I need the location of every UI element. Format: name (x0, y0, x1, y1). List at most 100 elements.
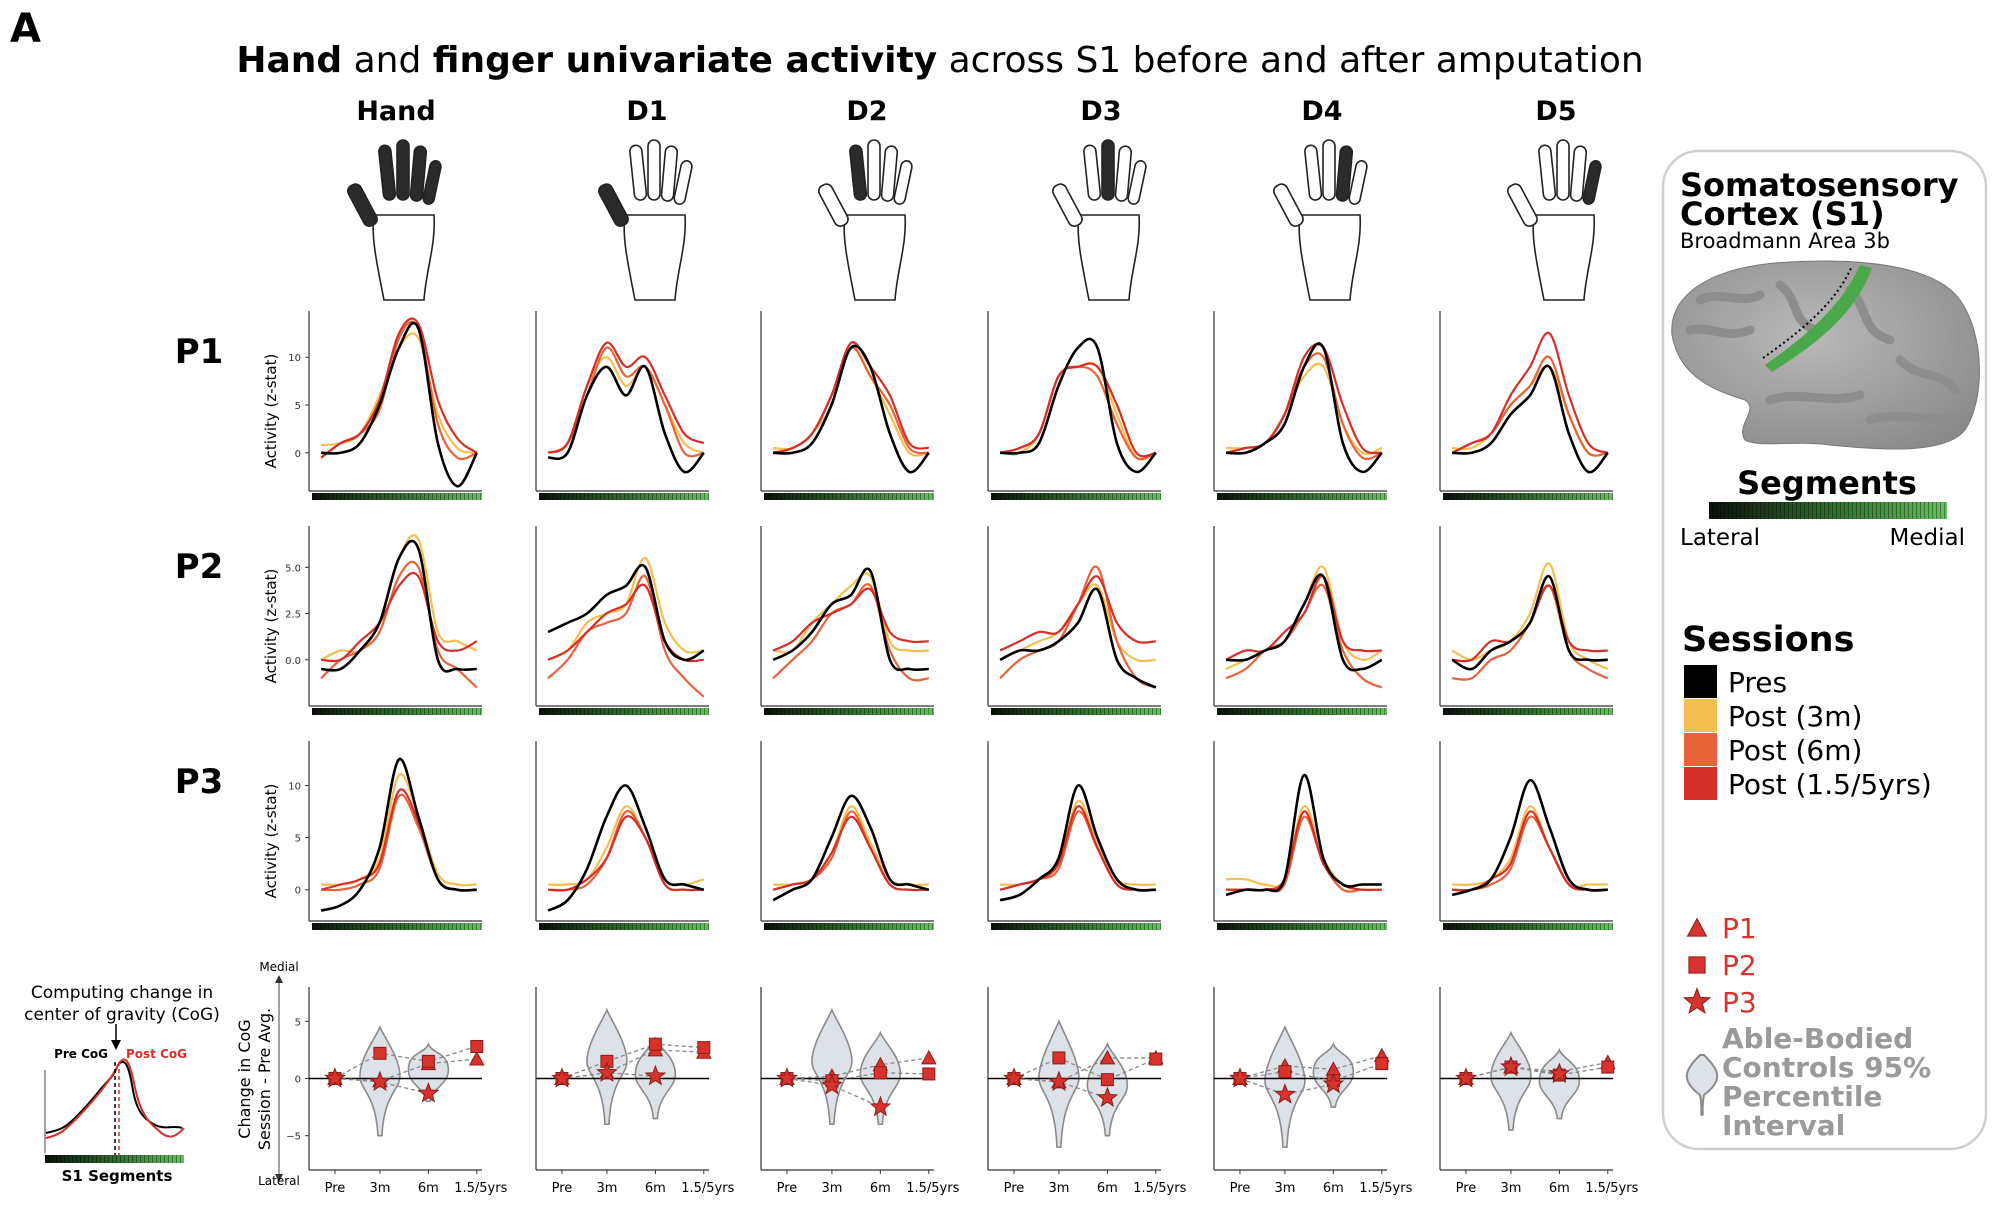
series-line-m3 (772, 572, 929, 654)
hand-icon (1507, 139, 1602, 301)
series-line-m3 (1000, 799, 1156, 886)
series-line-m6 (547, 574, 705, 698)
square-marker (1375, 1057, 1389, 1071)
column-header-d5: D5 (1535, 96, 1576, 127)
triangle-marker (1099, 1049, 1116, 1065)
segment-stripes (539, 923, 709, 930)
hand-icon (1273, 139, 1368, 301)
series-line-pre (1452, 364, 1609, 474)
star-marker (1048, 1070, 1070, 1092)
x-tick-label: 3m (821, 1181, 842, 1196)
x-tick-label: 6m (1323, 1181, 1344, 1196)
control-violin (811, 1007, 853, 1126)
series-line-pre (321, 539, 477, 673)
series-line-pre (1000, 337, 1157, 474)
square-marker (1601, 1060, 1615, 1074)
series-line-m6 (999, 810, 1156, 892)
series-line-y15 (1226, 810, 1382, 892)
activity-plot-p3-hand: 0 5 10 (288, 741, 482, 930)
x-tick-label: 1.5/5yrs (1359, 1181, 1412, 1196)
y-tick-label: 10 (288, 353, 301, 364)
finger-d1 (818, 183, 849, 227)
finger-d5 (893, 160, 913, 205)
cog-plot-d1: Pre 3m 6m 1.5/5yrs (535, 987, 735, 1196)
star-marker (776, 1067, 798, 1088)
violin-legend-icon (1685, 1054, 1719, 1117)
activity-plot-p3-d3 (987, 741, 1161, 930)
series-line-pre (547, 784, 705, 912)
square-marker (1100, 1073, 1114, 1087)
cog-inset: Computing change in center of gravity (C… (24, 983, 220, 1185)
series-line-m6 (772, 583, 929, 682)
series-line-m6 (547, 346, 705, 458)
series-line-y15 (548, 815, 704, 892)
segment-stripes (1443, 493, 1613, 500)
star-marker (324, 1067, 346, 1088)
series-line-m3 (321, 332, 478, 454)
star-marker (1548, 1062, 1571, 1084)
series-line-m6 (321, 793, 477, 892)
star-marker (369, 1070, 391, 1092)
activity-plot-p2-d5 (1439, 526, 1613, 715)
series-line-pre (1451, 575, 1608, 671)
hand-icon (598, 139, 693, 301)
star-marker (551, 1067, 573, 1088)
star-marker (1682, 987, 1712, 1015)
segment-stripes (539, 493, 709, 500)
panel-letter: A (10, 6, 41, 52)
square-marker (373, 1046, 387, 1060)
y-tick-label: 0.0 (285, 656, 301, 667)
cog-y-label-2: Session - Pre Avg. (255, 1008, 274, 1150)
segment-stripes (1217, 708, 1387, 715)
session-label: Post (3m) (1728, 700, 1862, 733)
legend-lateral: Lateral (1680, 525, 1760, 551)
inset-line-1: Computing change in (31, 983, 213, 1003)
activity-plot-p1-d3 (987, 311, 1161, 500)
series-line-m3 (773, 805, 929, 886)
finger-d2 (1538, 144, 1557, 201)
x-tick-label: 6m (418, 1181, 439, 1196)
star-marker (644, 1064, 667, 1086)
segment-stripes (991, 493, 1161, 500)
legend-segment-stripes (1709, 502, 1947, 519)
series-line-m6 (999, 565, 1157, 689)
square-marker (1278, 1065, 1292, 1079)
finger-d2 (1304, 144, 1323, 201)
column-header-d2: D2 (846, 96, 887, 127)
series-line-m6 (320, 320, 478, 461)
series-line-m6 (1452, 815, 1608, 892)
segment-stripes (764, 493, 934, 500)
finger-d2 (1083, 144, 1102, 201)
palm (623, 214, 687, 301)
finger-d5 (673, 160, 693, 205)
inset-xlabel: S1 Segments (62, 1167, 173, 1185)
square-marker (1688, 956, 1706, 974)
activity-plot-p1-d1 (535, 311, 709, 500)
trajectory-p3 (1239, 1077, 1334, 1096)
activity-y-label: Activity (z-stat) (262, 569, 280, 684)
control-violin (1538, 1047, 1581, 1120)
y-tick-label: 5 (295, 1017, 301, 1028)
activity-plot-p3-d1 (535, 741, 709, 930)
inset-arrow-head (111, 1040, 121, 1050)
column-header-hand: Hand (356, 96, 435, 127)
star-marker (1500, 1055, 1522, 1077)
series-line-pre (547, 364, 705, 474)
finger-d2 (849, 144, 868, 201)
series-line-y15 (1225, 575, 1382, 661)
series-line-pre (1225, 773, 1382, 897)
finger-d4 (409, 145, 428, 202)
finger-d1 (598, 183, 629, 227)
legend-sessions-title: Sessions (1682, 620, 1854, 660)
finger-d4 (1335, 145, 1354, 202)
y-tick-label: 5.0 (285, 563, 301, 574)
star-marker (1096, 1086, 1119, 1108)
x-tick-label: 6m (1097, 1181, 1118, 1196)
x-tick-label: 1.5/5yrs (454, 1181, 507, 1196)
x-tick-label: Pre (1456, 1181, 1477, 1196)
star-marker (821, 1073, 843, 1095)
finger-d3 (867, 139, 881, 201)
controls-label: Controls 95% (1722, 1051, 1931, 1084)
trajectory-p3 (1465, 1066, 1560, 1080)
